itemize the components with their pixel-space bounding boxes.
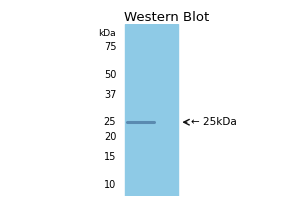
Text: 15: 15 — [104, 152, 116, 162]
Text: Western Blot: Western Blot — [124, 11, 209, 24]
Text: kDa: kDa — [99, 29, 116, 38]
Text: 10: 10 — [104, 180, 116, 190]
Text: 25: 25 — [104, 117, 116, 127]
Text: ← 25kDa: ← 25kDa — [191, 117, 237, 127]
Text: 20: 20 — [104, 132, 116, 142]
Text: 37: 37 — [104, 90, 116, 100]
Bar — [125, 24, 178, 196]
Text: 75: 75 — [104, 42, 116, 52]
Text: 50: 50 — [104, 70, 116, 80]
